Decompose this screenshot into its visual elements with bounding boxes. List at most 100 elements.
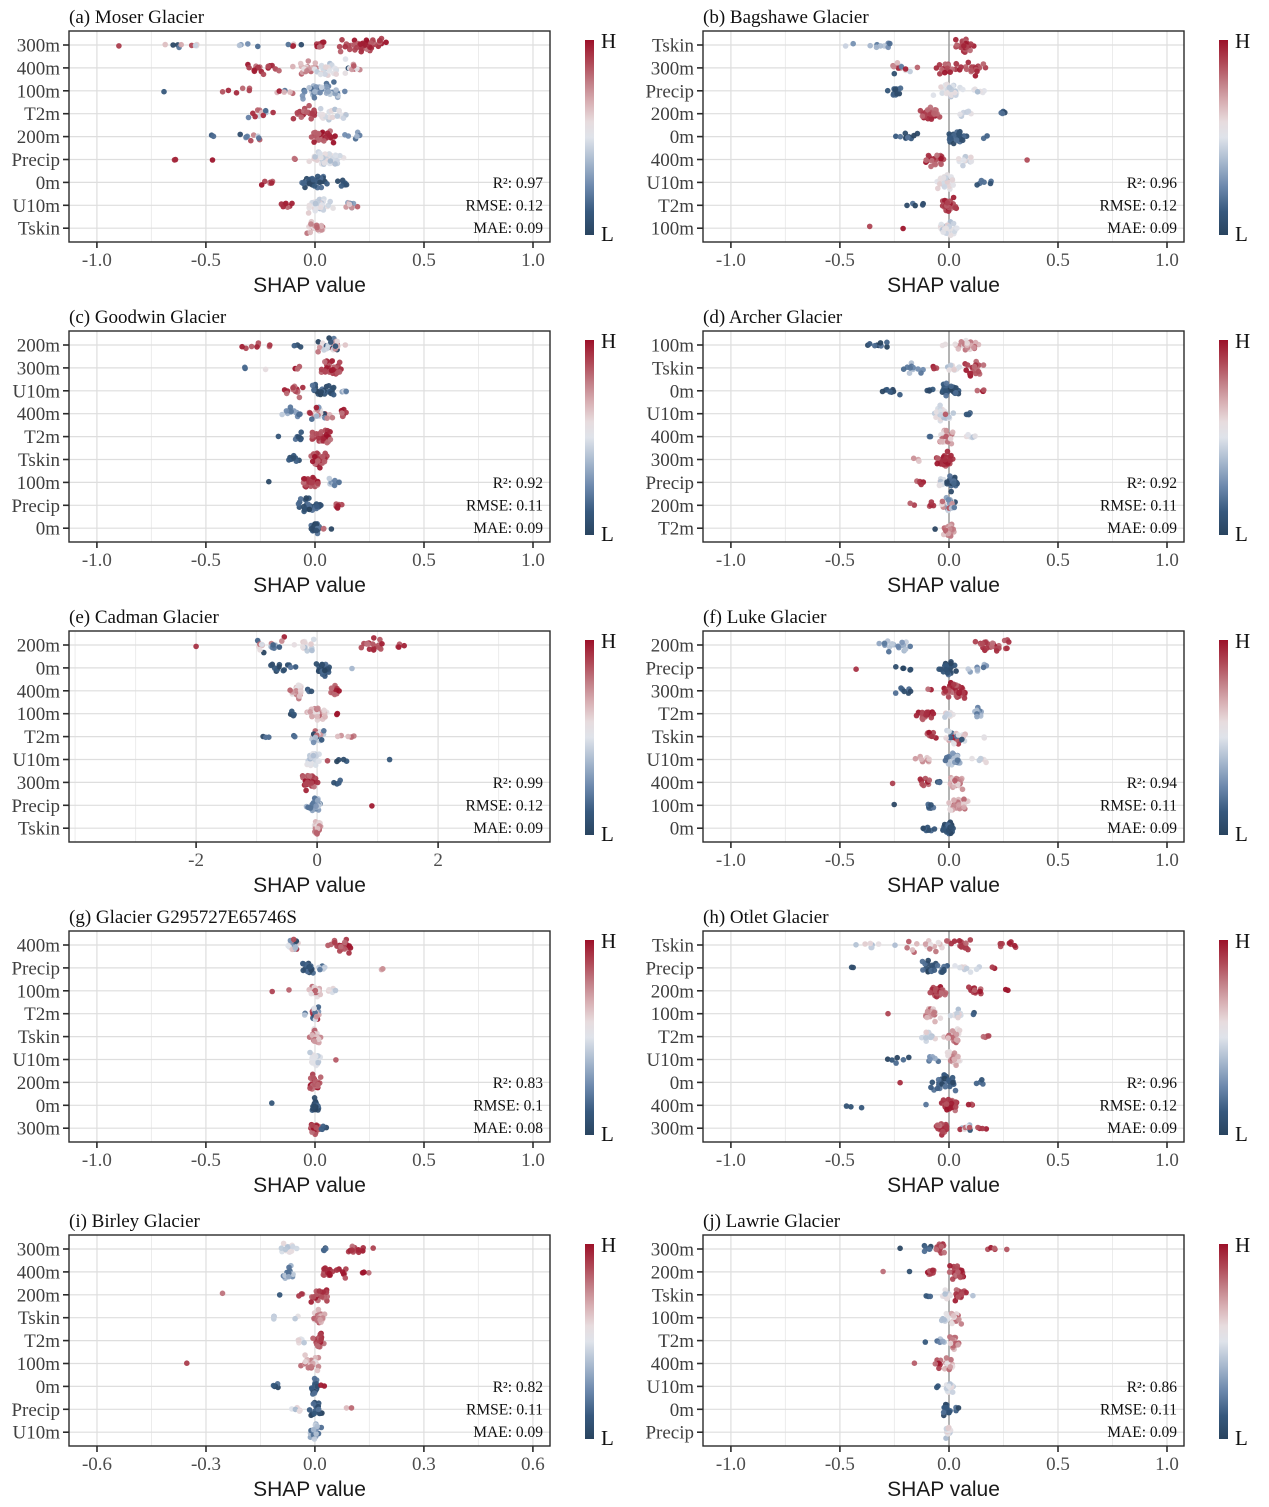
stats-text: R²: 0.97 bbox=[493, 175, 544, 192]
y-axis-label: 200m bbox=[17, 636, 61, 657]
beeswarm-row-Precip bbox=[303, 795, 375, 814]
beeswarm-row-U10m bbox=[304, 750, 393, 769]
y-axis-label: 200m bbox=[651, 636, 695, 657]
beeswarm-row-100m bbox=[161, 79, 348, 102]
stats-text: RMSE: 0.11 bbox=[466, 1402, 543, 1419]
beeswarm-row-T2m bbox=[932, 521, 957, 539]
y-axis-label: Precip bbox=[11, 496, 60, 517]
y-axis-label: 0m bbox=[36, 173, 61, 194]
y-axis-label: 200m bbox=[17, 127, 61, 148]
colorbar-gradient bbox=[1219, 40, 1228, 235]
x-tick-label: 0.5 bbox=[1046, 1150, 1070, 1171]
x-tick-label: -1.0 bbox=[716, 550, 746, 571]
x-tick-label: 1.0 bbox=[1155, 1454, 1179, 1475]
colorbar-high-label: H bbox=[1235, 329, 1250, 353]
y-axis-label: Tskin bbox=[652, 36, 694, 57]
panel-title: (h) Otlet Glacier bbox=[703, 907, 829, 928]
x-tick-label: -0.5 bbox=[825, 850, 855, 871]
beeswarm-row-400m bbox=[926, 427, 978, 447]
stats-text: MAE: 0.09 bbox=[1107, 220, 1177, 237]
y-axis-label: 300m bbox=[17, 358, 61, 379]
y-axis-label: 200m bbox=[651, 104, 695, 125]
x-tick-label: -0.6 bbox=[82, 1454, 112, 1475]
beeswarm-row-Precip bbox=[848, 957, 998, 975]
panel-svg-d: -1.0 -0.5 0.0 0.5 1.0 100mTskin0mU10m400m300m… bbox=[645, 307, 1250, 597]
beeswarm-row-T2m bbox=[904, 194, 960, 214]
x-tick-label: -1.0 bbox=[716, 250, 746, 271]
beeswarm-row-U10m bbox=[281, 381, 350, 401]
y-axis-label: 100m bbox=[651, 796, 695, 817]
stats-text: MAE: 0.09 bbox=[473, 1424, 543, 1441]
y-axis-label: Tskin bbox=[18, 819, 60, 840]
y-axis-label: Precip bbox=[11, 958, 60, 979]
y-axis-label: Precip bbox=[11, 796, 60, 817]
x-tick-label: 0.5 bbox=[412, 250, 436, 271]
beeswarm-row-T2m bbox=[913, 704, 984, 723]
y-axis-label: U10m bbox=[647, 1377, 695, 1398]
beeswarm-row-Precip bbox=[171, 149, 347, 167]
x-axis-title: SHAP value bbox=[887, 574, 1000, 597]
panel-title: (b) Bagshawe Glacier bbox=[703, 7, 869, 28]
beeswarm-row-Precip bbox=[289, 1399, 355, 1419]
beeswarm-row-200m bbox=[917, 104, 1008, 122]
colorbar-high-label: H bbox=[601, 629, 616, 653]
y-axis-label: Tskin bbox=[652, 358, 694, 379]
stats-text: R²: 0.96 bbox=[1127, 1075, 1178, 1092]
y-axis-label: 200m bbox=[17, 336, 61, 357]
beeswarm-row-U10m bbox=[278, 196, 361, 216]
colorbar-low-label: L bbox=[601, 522, 614, 546]
beeswarm-row-300m bbox=[933, 1121, 990, 1138]
x-tick-label: 0.5 bbox=[412, 550, 436, 571]
panel-a: -1.0 -0.5 0.0 0.5 1.0 300m 400m 100m T2m 200m Prec… bbox=[0, 0, 634, 300]
y-axis-label: 300m bbox=[651, 1119, 695, 1140]
panel-svg-c: -1.0 -0.5 0.0 0.5 1.0 200m300mU10m400mT2mTski… bbox=[11, 307, 616, 597]
beeswarm-row-200m bbox=[907, 494, 958, 514]
stats-text: RMSE: 0.12 bbox=[465, 198, 543, 215]
beeswarm-row-300m bbox=[892, 679, 968, 701]
beeswarm-row-400m bbox=[280, 1262, 372, 1281]
x-axis-title: SHAP value bbox=[253, 1174, 366, 1197]
x-tick-label: 1.0 bbox=[1155, 250, 1179, 271]
x-tick-label: -0.5 bbox=[191, 550, 221, 571]
beeswarm-row-100m bbox=[865, 337, 982, 353]
colorbar-gradient bbox=[1219, 940, 1228, 1135]
stats-text: RMSE: 0.12 bbox=[1099, 198, 1177, 215]
x-tick-label: -0.5 bbox=[825, 550, 855, 571]
beeswarm-row-100m bbox=[184, 1352, 322, 1374]
beeswarm-row-Tskin bbox=[286, 450, 330, 471]
x-axis-title: SHAP value bbox=[887, 874, 1000, 897]
stats-text: RMSE: 0.11 bbox=[1100, 1402, 1177, 1419]
beeswarm-row-400m bbox=[287, 682, 342, 702]
y-axis-label: U10m bbox=[13, 1423, 61, 1444]
y-axis-label: 300m bbox=[17, 773, 61, 794]
y-axis-label: Precip bbox=[645, 1423, 694, 1444]
colorbar-gradient bbox=[1219, 640, 1228, 835]
y-axis-label: T2m bbox=[24, 1331, 60, 1352]
stats-text: R²: 0.92 bbox=[493, 475, 543, 492]
x-tick-label: 0.0 bbox=[937, 850, 961, 871]
panel-title: (a) Moser Glacier bbox=[69, 7, 205, 28]
beeswarm-row-400m bbox=[911, 1355, 956, 1373]
y-axis-label: U10m bbox=[13, 381, 61, 402]
beeswarm-row-Precip bbox=[295, 495, 345, 515]
x-tick-label: 0.3 bbox=[412, 1454, 436, 1475]
y-axis-label: 0m bbox=[36, 658, 61, 679]
y-axis-label: 400m bbox=[17, 404, 61, 425]
x-tick-label: 0.6 bbox=[521, 1454, 545, 1475]
x-tick-label: 0.0 bbox=[303, 1150, 327, 1171]
beeswarm-row-200m bbox=[239, 335, 349, 355]
panel-svg-b: -1.0 -0.5 0.0 0.5 1.0 Tskin300mPrecip200m0m40… bbox=[645, 7, 1250, 297]
y-axis-label: Tskin bbox=[652, 936, 694, 957]
colorbar-gradient bbox=[585, 1244, 594, 1439]
beeswarm-row-U10m bbox=[307, 1049, 339, 1069]
x-tick-label: 1.0 bbox=[521, 550, 545, 571]
x-tick-label: -0.5 bbox=[191, 250, 221, 271]
beeswarm-row-Tskin bbox=[923, 1287, 976, 1304]
beeswarm-row-Tskin bbox=[842, 36, 977, 55]
x-tick-label: 0.0 bbox=[937, 550, 961, 571]
stats-text: R²: 0.96 bbox=[1127, 175, 1178, 192]
beeswarm-row-Tskin bbox=[924, 727, 988, 747]
stats-text: MAE: 0.09 bbox=[473, 820, 543, 837]
panel-j: -1.0 -0.5 0.0 0.5 1.0 300m 200m Tskin 100m T2m 400… bbox=[634, 1204, 1268, 1507]
